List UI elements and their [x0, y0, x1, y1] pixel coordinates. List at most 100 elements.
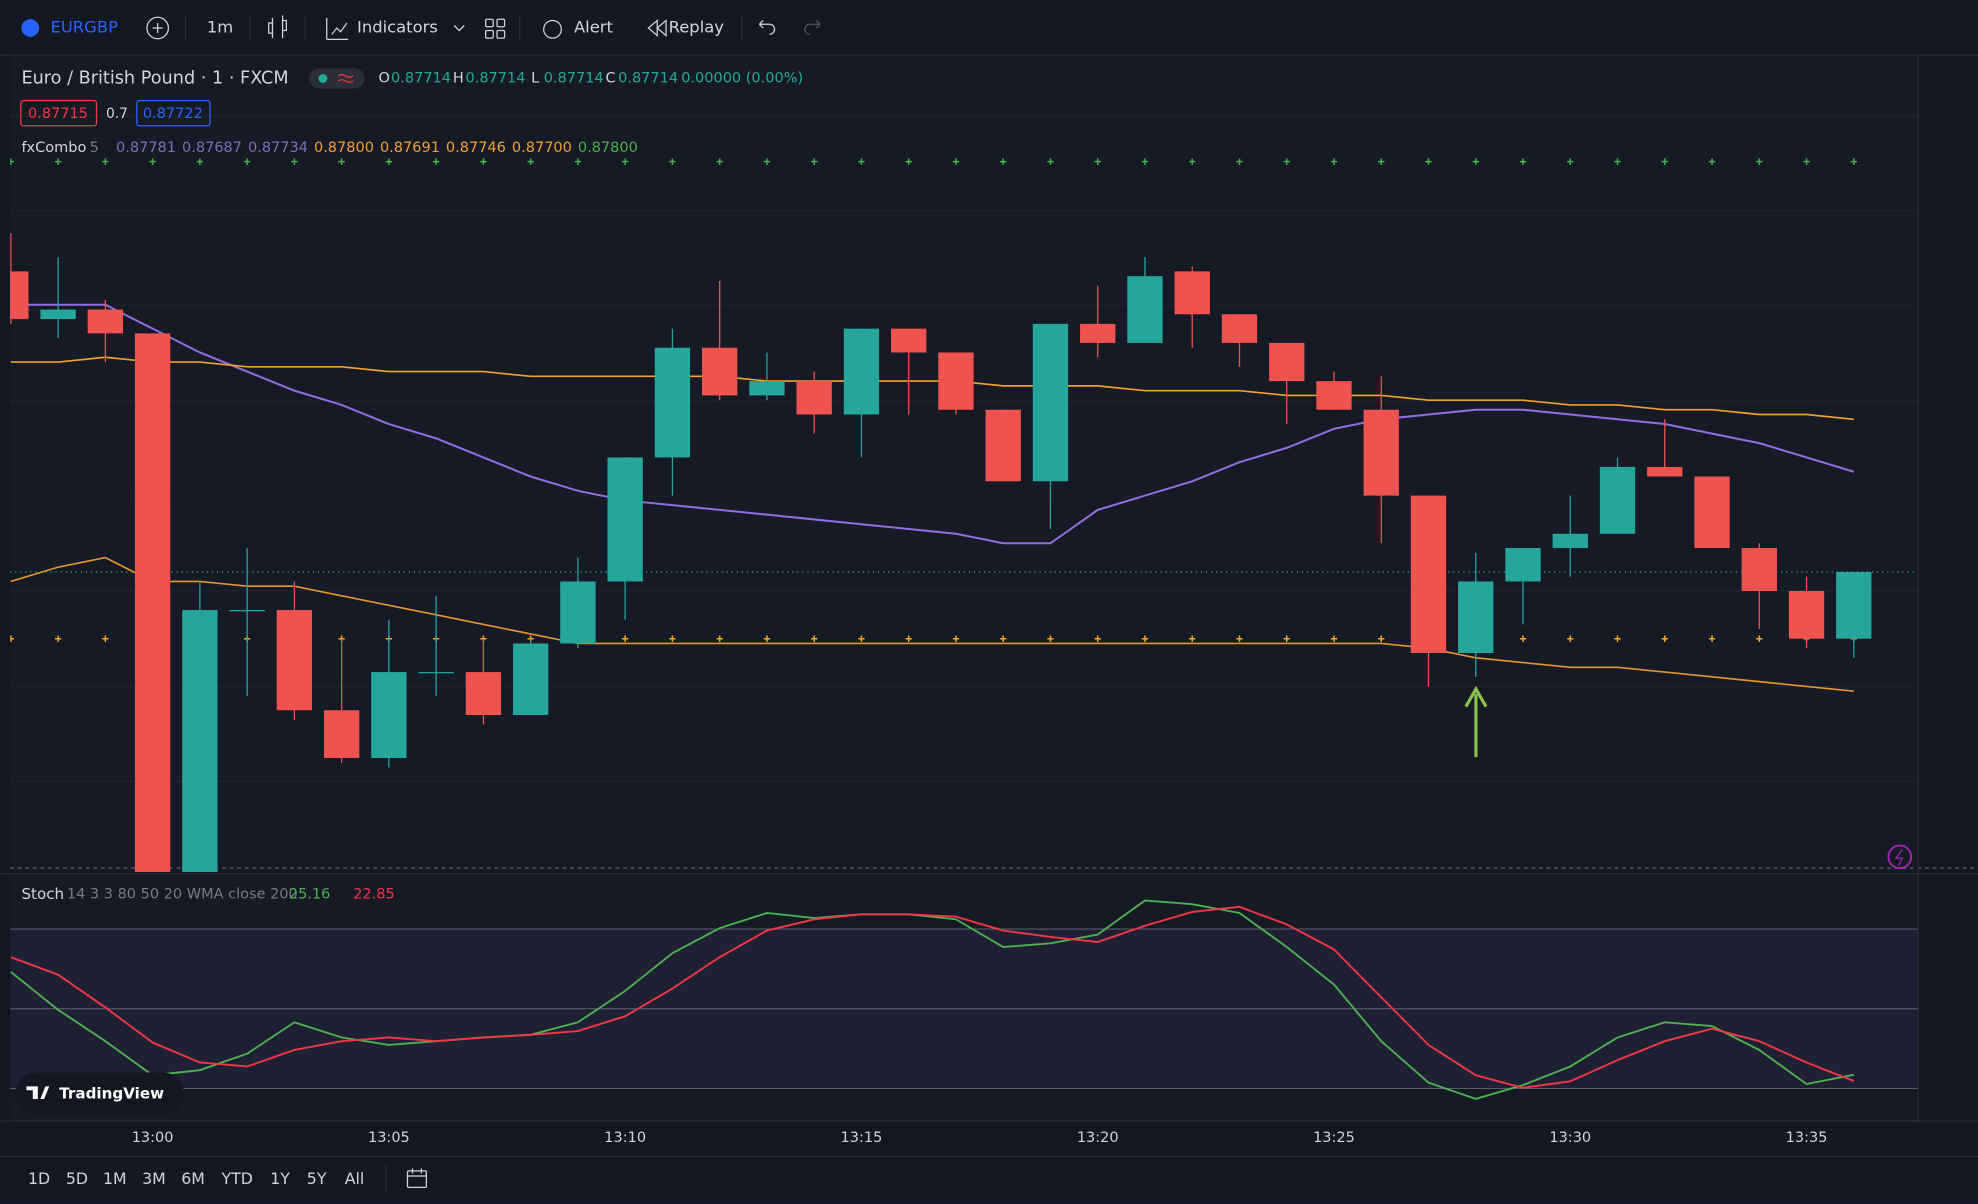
range-button[interactable]: 3M — [142, 1169, 166, 1188]
range-button[interactable]: 5D — [66, 1169, 88, 1188]
level-dot — [1189, 158, 1196, 165]
indicators-icon[interactable] — [326, 17, 349, 41]
candle-body — [1694, 476, 1730, 549]
level-dot — [1756, 635, 1763, 642]
candle-body — [1410, 495, 1447, 654]
chart-type-button[interactable] — [268, 15, 287, 39]
candle-body — [418, 672, 454, 674]
level-dot — [1094, 158, 1101, 165]
level-dot — [1000, 635, 1007, 642]
level-dot — [102, 635, 109, 642]
candle-body — [560, 581, 596, 644]
symbol[interactable]: EURGBP — [50, 18, 118, 37]
level-dot — [1614, 158, 1621, 165]
symbol-flag[interactable] — [21, 19, 40, 37]
level-dot — [622, 158, 629, 165]
bid[interactable]: 0.87715 — [28, 106, 88, 122]
lightning-button[interactable] — [1887, 844, 1913, 870]
layouts-button[interactable] — [485, 18, 506, 39]
candle-body — [1363, 409, 1399, 496]
range-button[interactable]: 1Y — [270, 1169, 290, 1188]
level-dot — [1141, 158, 1149, 165]
time-axis: 13:00 13:05 13:10 13:15 13:20 13:25 13:30 13:35 — [132, 1130, 1828, 1146]
date-range-button[interactable] — [406, 1168, 428, 1188]
x-tick-label: 13:25 — [1313, 1130, 1355, 1146]
undo-button[interactable] — [758, 20, 776, 35]
replay-icon[interactable] — [647, 19, 667, 37]
level-dot — [10, 635, 15, 642]
range-button[interactable]: 1M — [103, 1169, 127, 1188]
level-dot — [905, 158, 912, 165]
level-dot — [102, 158, 109, 165]
level-dot — [716, 158, 723, 165]
range-button[interactable]: All — [345, 1169, 365, 1188]
redo-button[interactable] — [804, 20, 821, 35]
candle-body — [323, 710, 360, 758]
alert-button[interactable]: Alert — [574, 18, 614, 37]
level-dot — [291, 158, 298, 165]
candle-body — [607, 457, 643, 582]
level-dot — [952, 635, 960, 642]
watermark[interactable]: TradingView — [59, 1084, 164, 1102]
plus-icon — [152, 22, 163, 34]
level-dot — [763, 635, 771, 642]
candle-body — [276, 610, 313, 711]
level-dot — [149, 158, 156, 165]
candle-body — [1174, 271, 1210, 315]
level-dot — [1283, 635, 1290, 642]
candle-body — [654, 347, 691, 458]
level-dot — [1661, 635, 1668, 642]
alert-icon[interactable] — [543, 19, 562, 39]
ask[interactable]: 0.87722 — [143, 106, 203, 122]
spread: 0.7 — [106, 106, 128, 122]
level-dot — [10, 158, 15, 165]
level-dot — [858, 158, 865, 165]
indicator-value: 0.87691 — [380, 140, 440, 156]
indicator-name: fxCombo — [21, 140, 86, 156]
level-dot — [1141, 635, 1149, 642]
replay-button[interactable]: Replay — [669, 18, 725, 37]
interval-button[interactable]: 1m — [207, 18, 233, 37]
range-button[interactable]: YTD — [220, 1169, 252, 1188]
level-dot — [1094, 635, 1101, 642]
buy-box[interactable] — [136, 99, 211, 127]
level-dot — [1519, 158, 1527, 165]
stoch-k: 25.16 — [289, 887, 331, 903]
indicator-value: 0.87734 — [248, 140, 308, 156]
range-button[interactable]: 5Y — [307, 1169, 327, 1188]
candle-body — [40, 309, 76, 320]
indicators-button[interactable]: Indicators — [357, 18, 438, 37]
change: 0.00000 (0.00%) — [681, 70, 803, 86]
x-tick-label: 13:35 — [1786, 1130, 1828, 1146]
indicator-value: 0.87800 — [578, 140, 638, 156]
range-button[interactable]: 1D — [28, 1169, 50, 1188]
stoch-line — [10, 905, 1855, 1089]
stoch-plot — [10, 899, 1918, 1100]
candle-body — [985, 409, 1021, 482]
candle-body — [134, 333, 171, 872]
level-dot — [1000, 158, 1007, 165]
candle-body — [843, 328, 880, 415]
chevron[interactable] — [453, 25, 465, 32]
watermark-box[interactable] — [15, 1072, 185, 1116]
candle-body — [1316, 381, 1352, 410]
level-dot — [1756, 158, 1763, 165]
ohlc-key: H — [453, 70, 464, 86]
stoch-line — [10, 899, 1854, 1100]
range-bar: 1D 5D 1M 3M 6M YTD 1Y 5Y All — [28, 1169, 364, 1188]
market-status — [318, 74, 328, 83]
candle-body — [938, 352, 974, 410]
range-button[interactable]: 6M — [181, 1169, 205, 1188]
sell-box[interactable] — [20, 99, 98, 127]
candle-body — [1221, 314, 1258, 343]
candle-body — [1836, 571, 1872, 639]
level-dot — [54, 158, 62, 165]
price-plot — [10, 158, 1918, 872]
candle-body — [229, 610, 265, 612]
ohlc-key: O — [378, 70, 389, 86]
level-dot — [196, 158, 204, 165]
level-dot — [338, 158, 345, 165]
compare-button[interactable] — [146, 16, 170, 40]
candle-body — [1552, 533, 1588, 549]
legend-title: Euro / British Pound · 1 · FXCM — [21, 68, 288, 88]
